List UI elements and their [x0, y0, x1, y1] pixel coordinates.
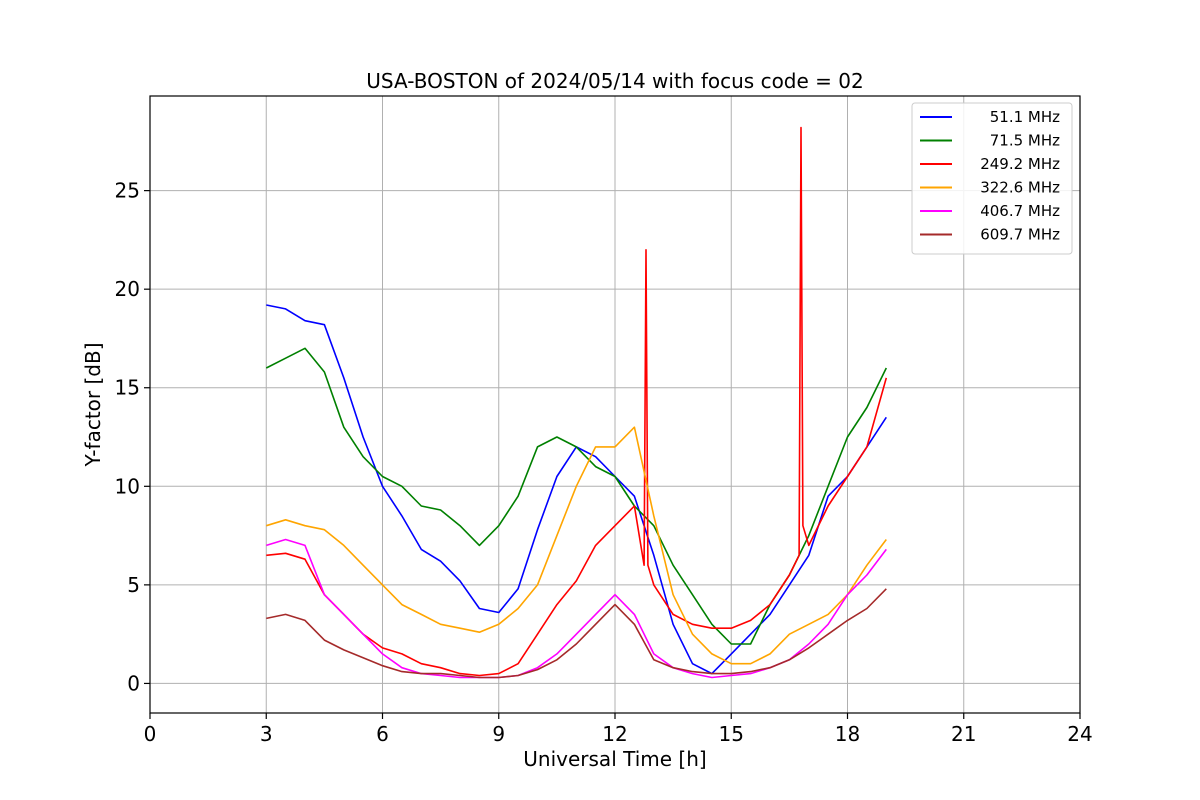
y-axis-label: Y-factor [dB] — [81, 342, 105, 467]
series-line-3 — [266, 126, 888, 677]
series-lines — [265, 126, 888, 679]
series-line-4 — [266, 426, 887, 665]
x-tick-label: 9 — [492, 722, 505, 746]
legend-label: 609.7 MHz — [980, 226, 1060, 244]
y-tick-label: 10 — [115, 474, 140, 498]
x-axis-ticks: 0 3 6 9 12 15 18 21 24 — [144, 713, 1093, 746]
legend-label: 71.5 MHz — [990, 132, 1060, 150]
y-tick-label: 20 — [115, 277, 140, 301]
y-tick-label: 0 — [127, 671, 140, 695]
y-axis-ticks: 0 5 10 15 20 25 — [115, 179, 150, 695]
chart-title: USA-BOSTON of 2024/05/14 with focus code… — [366, 69, 863, 93]
x-tick-label: 18 — [835, 722, 860, 746]
legend: 51.1 MHz 71.5 MHz 249.2 MHz 322.6 MHz 406.7… — [911, 102, 1073, 255]
y-tick-label: 5 — [127, 573, 140, 597]
x-tick-label: 6 — [376, 722, 389, 746]
legend-label: 51.1 MHz — [990, 108, 1060, 126]
x-tick-label: 24 — [1067, 722, 1092, 746]
legend-label: 249.2 MHz — [980, 155, 1060, 173]
x-tick-label: 15 — [719, 722, 744, 746]
x-axis-label: Universal Time [h] — [523, 747, 706, 771]
y-tick-label: 25 — [115, 179, 140, 203]
legend-label: 406.7 MHz — [980, 202, 1060, 220]
x-tick-label: 0 — [144, 722, 157, 746]
series-line-6 — [266, 588, 887, 679]
legend-label: 322.6 MHz — [980, 179, 1060, 197]
y-tick-label: 15 — [115, 376, 140, 400]
x-tick-label: 3 — [260, 722, 273, 746]
x-tick-label: 12 — [602, 722, 627, 746]
x-tick-label: 21 — [951, 722, 976, 746]
